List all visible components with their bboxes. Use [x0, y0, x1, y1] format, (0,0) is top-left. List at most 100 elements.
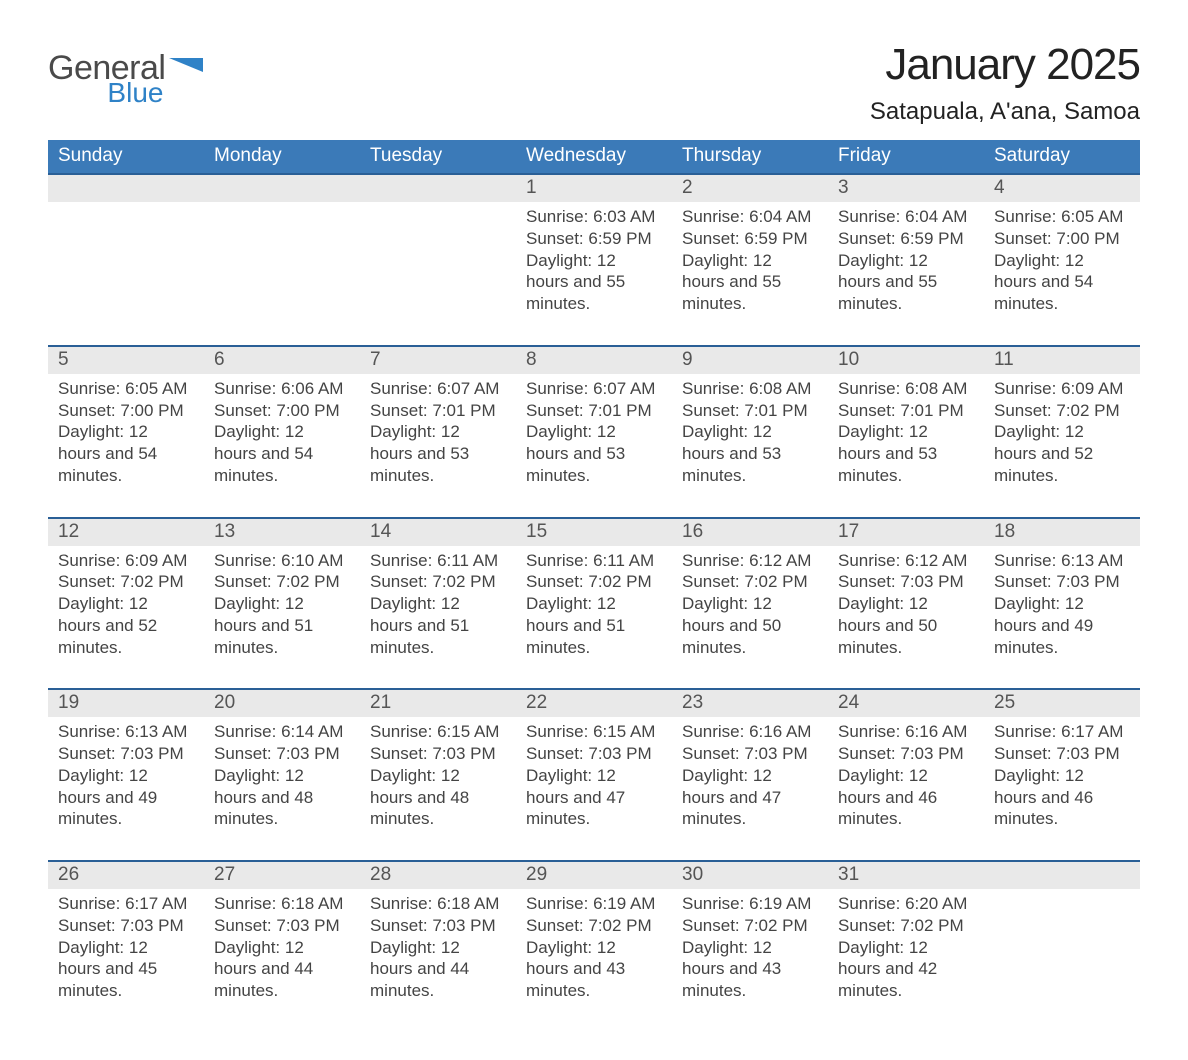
info-cell: Sunrise: 6:10 AMSunset: 7:02 PMDaylight:…	[204, 546, 360, 690]
date-cell	[48, 174, 204, 202]
date-cell: 22	[516, 689, 672, 717]
sunset-line: Sunset: 7:02 PM	[214, 572, 340, 591]
sunset-line: Sunset: 7:02 PM	[838, 916, 964, 935]
daylight-line: Daylight: 12 hours and 47 minutes.	[526, 766, 625, 829]
date-cell: 5	[48, 346, 204, 374]
sunrise-line: Sunrise: 6:07 AM	[370, 379, 499, 398]
date-cell: 20	[204, 689, 360, 717]
date-cell: 15	[516, 518, 672, 546]
sunrise-line: Sunrise: 6:19 AM	[682, 894, 811, 913]
daylight-line: Daylight: 12 hours and 53 minutes.	[526, 422, 625, 485]
info-cell: Sunrise: 6:07 AMSunset: 7:01 PMDaylight:…	[516, 374, 672, 518]
date-cell: 6	[204, 346, 360, 374]
date-cell: 13	[204, 518, 360, 546]
info-row: Sunrise: 6:13 AM Sunset: 7:03 PM Daylight:…	[48, 717, 1140, 861]
info-row: Sunrise: 6:17 AMSunset: 7:03 PMDaylight:…	[48, 889, 1140, 1012]
sunrise-line: Sunrise: 6:17 AM	[994, 722, 1123, 741]
daylight-line: Daylight: 12 hours and 48 minutes.	[214, 766, 313, 829]
daylight-line: Daylight: 12 hours and 47 minutes.	[682, 766, 781, 829]
sunset-line: Sunset: 7:03 PM	[58, 916, 184, 935]
calendar-table: SundayMondayTuesdayWednesdayThursdayFrid…	[48, 140, 1140, 1012]
date-cell: 18	[984, 518, 1140, 546]
sunset-line: Sunset: 7:02 PM	[526, 916, 652, 935]
daylight-line: Daylight: 12 hours and 42 minutes.	[838, 938, 937, 1001]
info-cell: Sunrise: 6:09 AMSunset: 7:02 PMDaylight:…	[48, 546, 204, 690]
date-cell: 1	[516, 174, 672, 202]
date-cell: 10	[828, 346, 984, 374]
info-cell: Sunrise: 6:15 AM Sunset: 7:03 PM Daylight:…	[516, 717, 672, 861]
date-cell: 16	[672, 518, 828, 546]
sunrise-line: Sunrise: 6:06 AM	[214, 379, 343, 398]
day-header-row: SundayMondayTuesdayWednesdayThursdayFrid…	[48, 140, 1140, 174]
day-header: Wednesday	[516, 140, 672, 174]
date-row: 12131415161718	[48, 518, 1140, 546]
page-title: January 2025	[870, 40, 1140, 90]
sunset-line: Sunset: 7:03 PM	[994, 744, 1120, 763]
sunset-line: Sunset: 7:02 PM	[370, 572, 496, 591]
day-header: Saturday	[984, 140, 1140, 174]
info-cell: Sunrise: 6:14 AMSunset: 7:03 PMDaylight:…	[204, 717, 360, 861]
daylight-line: Daylight: 12 hours and 45 minutes.	[58, 938, 157, 1001]
info-row: Sunrise: 6:03 AMSunset: 6:59 PMDaylight:…	[48, 202, 1140, 346]
date-row: 567891011	[48, 346, 1140, 374]
info-cell: Sunrise: 6:09 AMSunset: 7:02 PMDaylight:…	[984, 374, 1140, 518]
info-cell: Sunrise: 6:11 AMSunset: 7:02 PMDaylight:…	[360, 546, 516, 690]
date-cell: 28	[360, 861, 516, 889]
day-header: Sunday	[48, 140, 204, 174]
sunset-line: Sunset: 7:03 PM	[58, 744, 184, 763]
date-cell: 9	[672, 346, 828, 374]
day-header: Thursday	[672, 140, 828, 174]
location-subtitle: Satapuala, A'ana, Samoa	[870, 98, 1140, 126]
sunrise-line: Sunrise: 6:09 AM	[58, 551, 187, 570]
day-header: Friday	[828, 140, 984, 174]
daylight-line: Daylight: 12 hours and 43 minutes.	[526, 938, 625, 1001]
info-cell: Sunrise: 6:17 AMSunset: 7:03 PMDaylight:…	[48, 889, 204, 1012]
date-cell: 29	[516, 861, 672, 889]
date-row: 19202122232425	[48, 689, 1140, 717]
daylight-line: Daylight: 12 hours and 49 minutes.	[994, 594, 1093, 657]
info-cell: Sunrise: 6:16 AMSunset: 7:03 PMDaylight:…	[828, 717, 984, 861]
date-cell: 19	[48, 689, 204, 717]
sunrise-line: Sunrise: 6:04 AM	[682, 207, 811, 226]
sunset-line: Sunset: 7:01 PM	[838, 401, 964, 420]
date-cell: 4	[984, 174, 1140, 202]
info-cell: Sunrise: 6:08 AMSunset: 7:01 PMDaylight:…	[828, 374, 984, 518]
info-cell: Sunrise: 6:05 AM Sunset: 7:00 PM Daylight:…	[48, 374, 204, 518]
date-cell: 21	[360, 689, 516, 717]
date-cell: 24	[828, 689, 984, 717]
daylight-line: Daylight: 12 hours and 54 minutes.	[58, 422, 157, 485]
sunset-line: Sunset: 7:03 PM	[838, 572, 964, 591]
info-cell: Sunrise: 6:07 AMSunset: 7:01 PMDaylight:…	[360, 374, 516, 518]
sunset-line: Sunset: 7:02 PM	[682, 572, 808, 591]
sunrise-line: Sunrise: 6:05 AM	[58, 379, 187, 398]
sunrise-line: Sunrise: 6:12 AM	[682, 551, 811, 570]
sunrise-line: Sunrise: 6:09 AM	[994, 379, 1123, 398]
sunset-line: Sunset: 7:01 PM	[526, 401, 652, 420]
sunrise-line: Sunrise: 6:18 AM	[214, 894, 343, 913]
daylight-line: Daylight: 12 hours and 55 minutes.	[682, 251, 781, 314]
daylight-line: Daylight: 12 hours and 46 minutes.	[994, 766, 1093, 829]
info-cell: Sunrise: 6:05 AMSunset: 7:00 PMDaylight:…	[984, 202, 1140, 346]
info-row: Sunrise: 6:05 AM Sunset: 7:00 PM Daylight:…	[48, 374, 1140, 518]
daylight-line: Daylight: 12 hours and 50 minutes.	[682, 594, 781, 657]
header-bar: General Blue January 2025 Satapuala, A'a…	[48, 40, 1140, 126]
date-cell: 11	[984, 346, 1140, 374]
daylight-line: Daylight: 12 hours and 51 minutes.	[370, 594, 469, 657]
daylight-line: Daylight: 12 hours and 49 minutes.	[58, 766, 157, 829]
sunrise-line: Sunrise: 6:13 AM	[994, 551, 1123, 570]
sunrise-line: Sunrise: 6:13 AM	[58, 722, 187, 741]
sunset-line: Sunset: 7:00 PM	[58, 401, 184, 420]
sunrise-line: Sunrise: 6:15 AM	[526, 722, 655, 741]
sunset-line: Sunset: 7:02 PM	[58, 572, 184, 591]
date-cell: 7	[360, 346, 516, 374]
day-header: Monday	[204, 140, 360, 174]
logo: General Blue	[48, 52, 203, 107]
info-cell: Sunrise: 6:06 AMSunset: 7:00 PMDaylight:…	[204, 374, 360, 518]
daylight-line: Daylight: 12 hours and 55 minutes.	[526, 251, 625, 314]
info-cell	[984, 889, 1140, 1012]
date-cell: 12	[48, 518, 204, 546]
info-cell: Sunrise: 6:19 AMSunset: 7:02 PMDaylight:…	[672, 889, 828, 1012]
date-cell	[360, 174, 516, 202]
sunrise-line: Sunrise: 6:08 AM	[838, 379, 967, 398]
sunset-line: Sunset: 7:03 PM	[526, 744, 652, 763]
